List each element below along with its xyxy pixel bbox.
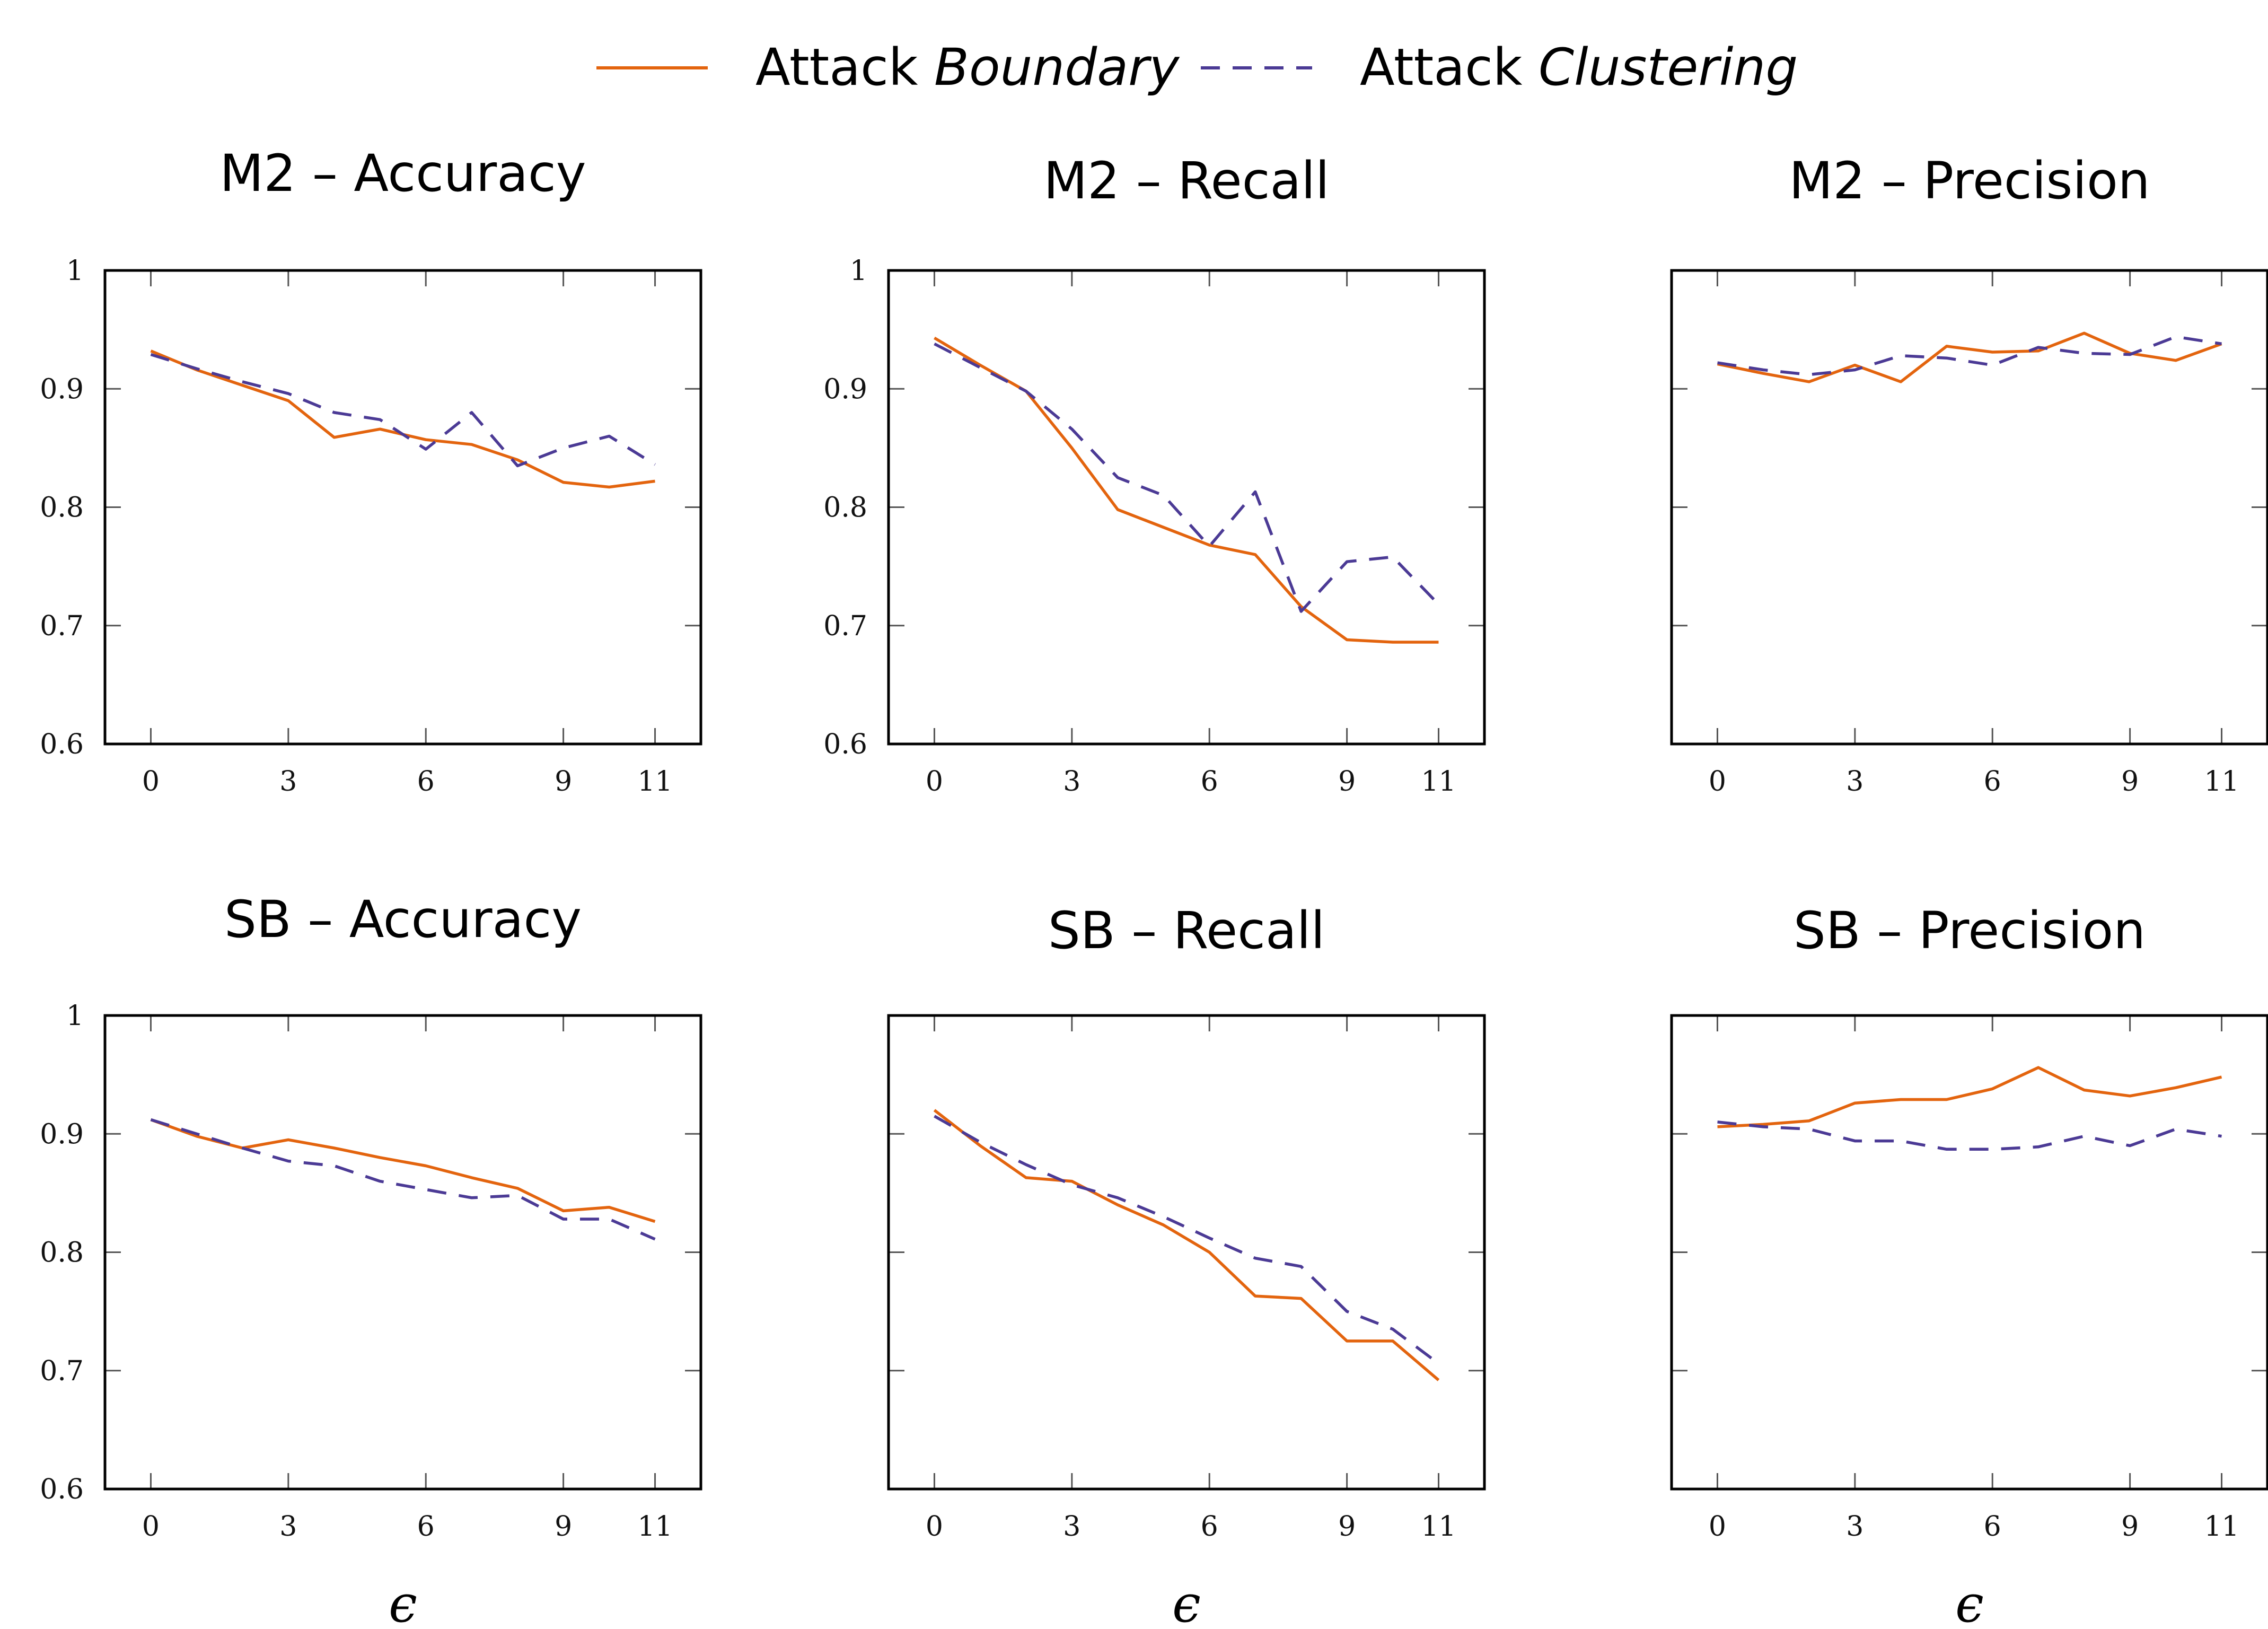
panel-title: SB – Accuracy [224,890,582,949]
y-tick-label: 0.9 [40,373,84,405]
x-tick-label: 6 [1984,766,2001,798]
legend-clustering-prefix: Attack [1360,38,1523,97]
y-tick-label: 0.7 [40,610,84,642]
y-tick-label: 1 [66,1000,84,1032]
series-line-boundary [933,1109,1440,1381]
x-axis-label: ϵ [1955,1574,1984,1629]
panel-title: M2 – Recall [1043,151,1329,211]
x-tick-label: 9 [1338,766,1356,798]
panel-3: SB – Accuracy 0.6 0.7 0.8 0.9 1 0 3 6 9 11 ϵ [40,890,702,1629]
x-tick-label: 0 [1709,766,1726,798]
plot-frame [103,269,702,746]
y-tick-label: 0.6 [40,729,84,760]
y-tick-label: 0.7 [40,1355,84,1387]
x-tick-label: 0 [926,766,943,798]
x-tick-label: 9 [555,1511,572,1543]
x-tick-label: 9 [2121,1511,2139,1543]
series-line-boundary [1717,331,2222,383]
y-tick-label: 1 [850,255,867,287]
x-tick-label: 11 [1421,766,1456,798]
y-tick-label: 0.6 [40,1474,84,1505]
panel-title: M2 – Accuracy [219,144,586,203]
x-tick-label: 9 [555,766,572,798]
x-axis-label: ϵ [1172,1574,1201,1629]
x-axis-label: ϵ [389,1574,417,1629]
x-tick-label: 0 [926,1511,943,1543]
legend: Attack Boundary Attack Clustering [596,38,1798,97]
legend-boundary-name: Boundary [934,38,1180,97]
panel-0: M2 – Accuracy 0.6 0.7 0.8 0.9 1 0 3 6 9 11 [40,144,702,798]
series-line-boundary [150,1118,656,1223]
x-tick-label: 11 [637,766,672,798]
plot-frame [887,1014,1486,1491]
x-tick-label: 0 [1709,1511,1726,1543]
x-tick-label: 0 [142,1511,160,1543]
x-tick-label: 3 [1846,766,1863,798]
plot-frame [887,269,1486,746]
panel-title: SB – Recall [1048,901,1325,960]
series-line-clustering [934,342,1440,613]
plot-frame [1670,269,2268,746]
series-line-clustering [150,353,656,468]
legend-clustering-name: Clustering [1539,38,1798,97]
series-line-boundary [1717,1066,2222,1128]
y-tick-label: 0.8 [40,492,84,524]
y-tick-label: 0.6 [823,729,867,760]
y-tick-label: 0.8 [40,1237,84,1269]
plot-frame [1670,1014,2268,1491]
y-tick-label: 0.9 [823,373,867,405]
series-line-boundary [934,336,1439,644]
panel-5: SB – Precision 0 3 6 9 11 ϵ [1670,901,2268,1629]
y-tick-label: 0.9 [40,1118,84,1150]
series-line-clustering [1717,335,2222,376]
x-tick-label: 6 [1984,1511,2001,1543]
x-tick-label: 9 [1338,1511,1356,1543]
x-tick-label: 6 [417,766,435,798]
x-tick-label: 11 [1421,1511,1456,1543]
x-tick-label: 3 [1846,1511,1863,1543]
y-tick-label: 0.8 [823,492,867,524]
y-tick-label: 1 [66,255,84,287]
legend-label-boundary: Attack Boundary [755,38,1180,97]
x-tick-label: 11 [2204,766,2239,798]
series-line-clustering [1717,1120,2222,1151]
x-tick-label: 3 [1063,766,1080,798]
y-tick-label: 0.7 [823,610,867,642]
legend-boundary-prefix: Attack [755,38,918,97]
x-tick-label: 11 [637,1511,672,1543]
x-tick-label: 6 [1201,766,1218,798]
x-tick-label: 6 [1201,1511,1218,1543]
x-tick-label: 11 [2204,1511,2239,1543]
x-tick-label: 3 [1063,1511,1080,1543]
x-tick-label: 3 [279,766,297,798]
panel-2: M2 – Precision 0 3 6 9 11 [1670,151,2268,798]
panel-1: M2 – Recall 0.6 0.7 0.8 0.9 1 0 3 6 9 11 [823,151,1486,798]
series-line-boundary [150,349,655,489]
series-line-clustering [150,1118,656,1241]
legend-label-clustering: Attack Clustering [1360,38,1798,97]
panel-title: M2 – Precision [1789,151,2150,211]
x-tick-label: 3 [279,1511,297,1543]
x-tick-label: 9 [2121,766,2139,798]
x-tick-label: 6 [417,1511,435,1543]
panel-4: SB – Recall 0 3 6 9 11 ϵ [887,901,1486,1629]
plot-frame [103,1014,702,1491]
panel-title: SB – Precision [1794,901,2146,960]
x-tick-label: 0 [142,766,160,798]
